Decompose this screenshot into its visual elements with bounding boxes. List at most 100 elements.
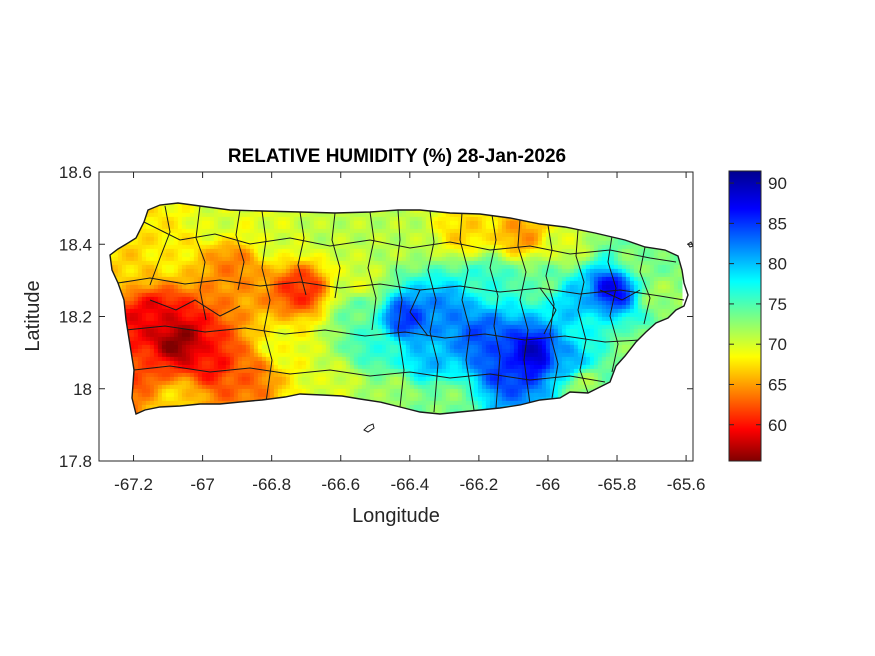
field-cell xyxy=(153,304,159,310)
field-cell xyxy=(453,316,459,322)
field-cell xyxy=(189,292,195,298)
field-cell xyxy=(625,312,631,318)
field-cell xyxy=(257,240,263,246)
field-cell xyxy=(361,244,367,250)
field-cell xyxy=(309,336,315,342)
field-cell xyxy=(153,208,159,214)
field-cell xyxy=(269,336,275,342)
field-cell xyxy=(585,284,591,290)
field-cell xyxy=(341,236,347,242)
field-cell xyxy=(225,224,231,230)
field-cell xyxy=(261,292,267,298)
field-cell xyxy=(445,300,451,306)
field-cell xyxy=(405,216,411,222)
field-cell xyxy=(261,268,267,274)
field-cell xyxy=(481,308,487,314)
field-cell xyxy=(161,212,167,218)
field-cell xyxy=(649,288,655,294)
field-cell xyxy=(445,264,451,270)
field-cell xyxy=(557,252,563,258)
field-cell xyxy=(481,224,487,230)
field-cell xyxy=(609,308,615,314)
field-cell xyxy=(401,336,407,342)
field-cell xyxy=(137,316,143,322)
field-cell xyxy=(509,316,515,322)
field-cell xyxy=(217,224,223,230)
field-cell xyxy=(337,232,343,238)
field-cell xyxy=(421,316,427,322)
field-cell xyxy=(413,280,419,286)
field-cell xyxy=(529,288,535,294)
field-cell xyxy=(521,332,527,338)
field-cell xyxy=(125,284,131,290)
field-cell xyxy=(501,300,507,306)
field-cell xyxy=(397,260,403,266)
field-cell xyxy=(645,264,651,270)
field-cell xyxy=(653,296,659,302)
field-cell xyxy=(245,280,251,286)
field-cell xyxy=(161,228,167,234)
field-cell xyxy=(425,216,431,222)
field-cell xyxy=(533,292,539,298)
field-cell xyxy=(597,320,603,326)
field-cell xyxy=(165,312,171,318)
field-cell xyxy=(297,256,303,262)
field-cell xyxy=(153,224,159,230)
field-cell xyxy=(137,252,143,258)
field-cell xyxy=(421,304,427,310)
field-cell xyxy=(557,232,563,238)
field-cell xyxy=(313,316,319,322)
field-cell xyxy=(365,216,371,222)
field-cell xyxy=(557,236,563,242)
field-cell xyxy=(349,264,355,270)
field-cell xyxy=(305,248,311,254)
field-cell xyxy=(189,308,195,314)
field-cell xyxy=(373,212,379,218)
field-cell xyxy=(417,292,423,298)
field-cell xyxy=(249,316,255,322)
field-cell xyxy=(265,300,271,306)
field-cell xyxy=(349,332,355,338)
field-cell xyxy=(301,336,307,342)
field-cell xyxy=(625,328,631,334)
field-cell xyxy=(333,308,339,314)
field-cell xyxy=(281,284,287,290)
field-cell xyxy=(429,252,435,258)
field-cell xyxy=(353,276,359,282)
field-cell xyxy=(593,288,599,294)
field-cell xyxy=(413,304,419,310)
field-cell xyxy=(601,256,607,262)
field-cell xyxy=(321,300,327,306)
field-cell xyxy=(505,324,511,330)
field-cell xyxy=(357,276,363,282)
field-cell xyxy=(389,324,395,330)
field-cell xyxy=(341,296,347,302)
field-cell xyxy=(301,212,307,218)
field-cell xyxy=(341,212,347,218)
field-cell xyxy=(501,256,507,262)
field-cell xyxy=(189,304,195,310)
field-cell xyxy=(365,220,371,226)
field-cell xyxy=(185,296,191,302)
field-cell xyxy=(309,332,315,338)
field-cell xyxy=(565,248,571,254)
field-cell xyxy=(173,288,179,294)
field-cell xyxy=(305,232,311,238)
field-cell xyxy=(169,336,175,342)
field-cell xyxy=(357,292,363,298)
field-cell xyxy=(289,324,295,330)
field-cell xyxy=(333,224,339,230)
field-cell xyxy=(649,272,655,278)
field-cell xyxy=(625,252,631,258)
field-cell xyxy=(441,320,447,326)
field-cell xyxy=(293,312,299,318)
field-cell xyxy=(297,272,303,278)
field-cell xyxy=(297,312,303,318)
field-cell xyxy=(261,212,267,218)
field-cell xyxy=(493,328,499,334)
field-cell xyxy=(265,232,271,238)
field-cell xyxy=(453,280,459,286)
field-cell xyxy=(457,240,463,246)
field-cell xyxy=(169,232,175,238)
